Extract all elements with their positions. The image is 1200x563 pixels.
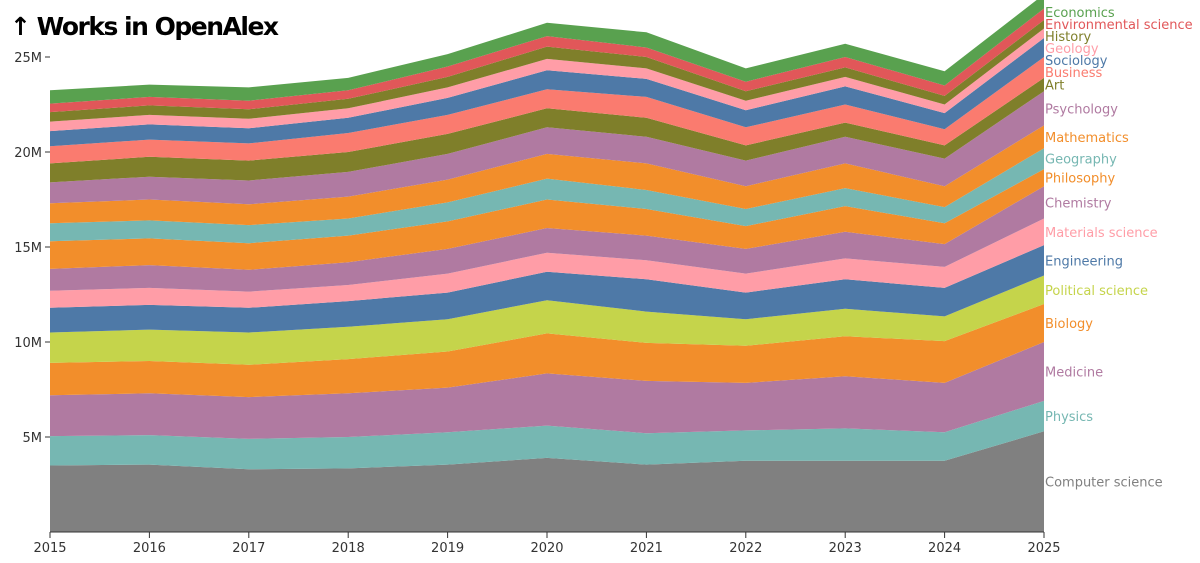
area-chemistry (50, 186, 1044, 292)
area-business (50, 57, 1044, 164)
x-tick-label: 2019 (431, 541, 464, 556)
series-label-sociology: Sociology (1045, 54, 1108, 69)
series-label-medicine: Medicine (1045, 365, 1103, 380)
area-political-science (50, 275, 1044, 365)
x-axis: 2015 2016 2017 2018 2019 2020 2021 2022 2023 2024… (33, 532, 1061, 556)
x-tick-label: 2025 (1027, 541, 1060, 556)
area-engineering (50, 245, 1044, 333)
area-sociology (50, 38, 1044, 147)
series-labels: Computer science Physics Medicine Biology Po… (1045, 6, 1193, 491)
series-label-physics: Physics (1045, 410, 1093, 425)
area-mathematics (50, 125, 1044, 226)
x-tick-label: 2020 (530, 541, 563, 556)
chart-title: ↑ Works in OpenAlex (10, 12, 279, 41)
area-psychology (50, 91, 1044, 205)
area-medicine (50, 342, 1044, 439)
x-tick-label: 2023 (829, 541, 862, 556)
x-tick-label: 2015 (33, 541, 66, 556)
series-label-geology: Geology (1045, 42, 1099, 57)
area-environmental-science (50, 8, 1044, 113)
y-tick-label: 10M (14, 336, 42, 351)
y-tick-label: 25M (14, 51, 42, 66)
series-label-chemistry: Chemistry (1045, 196, 1112, 211)
x-tick-label: 2024 (928, 541, 961, 556)
series-label-biology: Biology (1045, 317, 1093, 332)
series-label-engineering: Engineering (1045, 254, 1123, 269)
series-label-political-science: Political science (1045, 284, 1148, 299)
series-label-environmental-science: Environmental science (1045, 18, 1193, 33)
x-tick-label: 2021 (630, 541, 663, 556)
y-axis: 5M 10M 15M 20M 25M (14, 51, 50, 446)
series-label-history: History (1045, 30, 1092, 45)
area-biology (50, 304, 1044, 398)
area-physics (50, 400, 1044, 470)
y-tick-label: 20M (14, 146, 42, 161)
area-computer-science (50, 431, 1044, 532)
series-areas (50, 0, 1044, 532)
x-tick-label: 2022 (729, 541, 762, 556)
area-geology (50, 28, 1044, 132)
x-tick-label: 2018 (332, 541, 365, 556)
series-label-psychology: Psychology (1045, 102, 1118, 117)
area-materials-science (50, 218, 1044, 308)
series-label-geography: Geography (1045, 153, 1117, 168)
series-label-economics: Economics (1045, 6, 1115, 21)
series-label-computer-science: Computer science (1045, 476, 1163, 491)
series-label-business: Business (1045, 66, 1103, 81)
series-label-philosophy: Philosophy (1045, 172, 1115, 187)
area-economics (50, 0, 1044, 104)
area-history (50, 20, 1044, 122)
series-label-materials-science: Materials science (1045, 226, 1158, 241)
area-philosophy (50, 169, 1044, 270)
y-tick-label: 15M (14, 241, 42, 256)
x-tick-label: 2017 (232, 541, 265, 556)
area-geography (50, 148, 1044, 244)
y-tick-label: 5M (23, 431, 43, 446)
area-art (50, 77, 1044, 183)
series-label-art: Art (1045, 79, 1064, 94)
series-label-mathematics: Mathematics (1045, 131, 1129, 146)
x-tick-label: 2016 (133, 541, 166, 556)
